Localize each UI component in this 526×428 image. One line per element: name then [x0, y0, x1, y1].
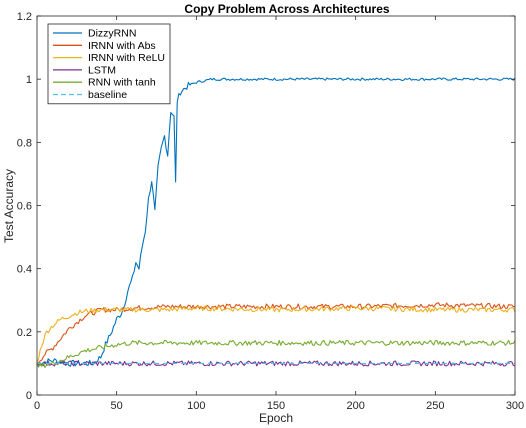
- series-line-lstm: [36, 360, 516, 367]
- y-tick-label: 1: [26, 74, 32, 86]
- series-line-rnn-with-tanh: [36, 339, 516, 369]
- x-tick-label: 200: [346, 400, 364, 412]
- x-tick-label: 250: [426, 400, 444, 412]
- legend-label: IRNN with ReLU: [88, 52, 165, 64]
- series-line-irnn-with-abs: [36, 302, 516, 365]
- plot-area: [36, 77, 516, 369]
- series-line-dizzyrnn: [36, 77, 516, 367]
- legend-label: LSTM: [88, 64, 116, 76]
- legend-label: RNN with tanh: [88, 77, 156, 89]
- y-axis-title: Test Accuracy: [2, 169, 16, 243]
- y-tick-label: 0.6: [17, 201, 32, 213]
- legend-box: [47, 23, 171, 105]
- chart-title: Copy Problem Across Architectures: [184, 2, 389, 16]
- x-tick-label: 300: [506, 400, 524, 412]
- x-tick-label: 100: [187, 400, 205, 412]
- series-line-irnn-with-relu: [36, 305, 516, 363]
- y-tick-label: 0: [26, 390, 32, 402]
- legend-label: IRNN with Abs: [88, 40, 156, 52]
- legend-label: baseline: [88, 89, 127, 101]
- legend-label: DizzyRNN: [88, 28, 136, 40]
- axes: 0 50 100 150 200 250 300 0 0.2 0.4 0.6 0.8 1 1.2: [17, 11, 524, 412]
- x-tick-label: 150: [267, 400, 285, 412]
- x-axis-title: Epoch: [259, 411, 293, 425]
- x-tick-label: 50: [111, 400, 123, 412]
- x-tick-label: 0: [34, 400, 40, 412]
- y-tick-label: 0.4: [17, 264, 32, 276]
- y-tick-label: 0.8: [17, 137, 32, 149]
- y-tick-label: 1.2: [17, 11, 32, 23]
- y-tick-label: 0.2: [17, 327, 32, 339]
